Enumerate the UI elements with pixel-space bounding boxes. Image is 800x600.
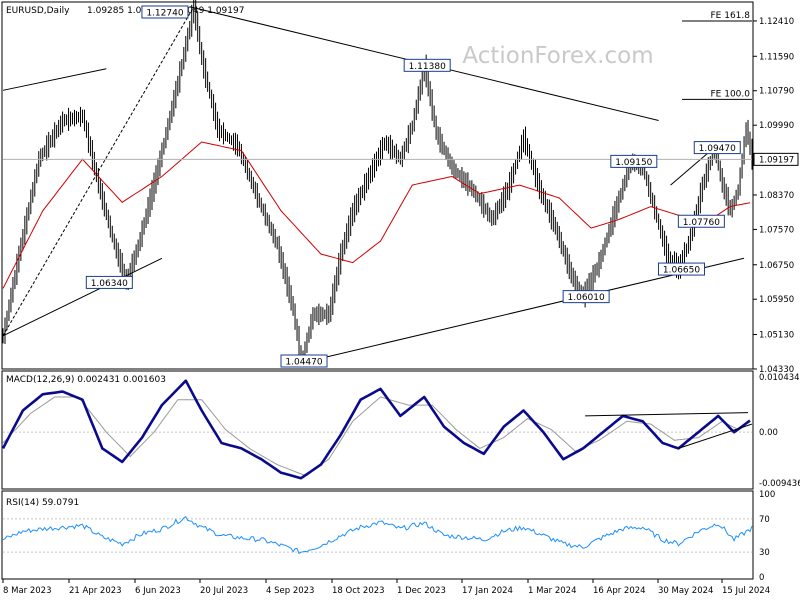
- price-label-box: [657, 262, 705, 276]
- price-tick-label: 1.05130: [759, 331, 794, 341]
- x-tick-label: 30 May 2024: [658, 586, 713, 596]
- watermark: ActionForex.com: [462, 43, 653, 69]
- price-label: 1.12740: [146, 9, 183, 19]
- macd-trendline: [678, 423, 753, 449]
- x-tick-label: 21 Apr 2023: [69, 586, 122, 596]
- macd-panel-frame: [1, 370, 754, 490]
- price-tick-label: 1.04330: [759, 365, 794, 375]
- x-tick-label: 4 Sep 2023: [266, 586, 314, 596]
- price-tick-label: 1.11590: [759, 52, 794, 62]
- price-trendline: [2, 6, 195, 337]
- x-tick-label: 6 Jun 2023: [135, 586, 181, 596]
- price-label-box: [141, 5, 189, 19]
- price-label-box: [610, 154, 658, 168]
- price-tick-label: 1.09197: [759, 155, 794, 165]
- rsi-tick-label: 70: [759, 515, 770, 525]
- price-tick-label: 1.12410: [759, 17, 794, 27]
- rsi-tick-label: 30: [759, 548, 770, 558]
- x-tick-label: 1 Dec 2023: [397, 586, 446, 596]
- current-price-box: [753, 152, 799, 166]
- x-tick-label: 8 Mar 2023: [3, 586, 51, 596]
- x-tick-label: 17 Jan 2024: [462, 586, 513, 596]
- price-label-box: [403, 58, 451, 72]
- macd-tick-label: 0.00: [759, 428, 778, 438]
- price-tick-label: 1.05950: [759, 295, 794, 305]
- macd-tick-label: -0.009436: [759, 479, 800, 489]
- price-label: 1.06010: [568, 293, 605, 303]
- price-label-box: [280, 354, 328, 368]
- price-label-box: [85, 275, 133, 289]
- price-label-box: [693, 141, 741, 155]
- fib-level-label: FE 161.8: [711, 11, 751, 21]
- price-tick-label: 1.10790: [759, 87, 794, 97]
- rsi-tick-label: 100: [759, 490, 775, 500]
- x-tick-label: 18 Oct 2023: [332, 586, 385, 596]
- price-tick-label: 1.08370: [759, 191, 794, 201]
- x-tick-label: 15 Jul 2024: [722, 586, 770, 596]
- price-label: 1.06340: [91, 279, 128, 289]
- x-tick-label: 20 Jul 2023: [200, 586, 248, 596]
- price-label: 1.04470: [285, 358, 322, 368]
- macd-line: [1, 379, 751, 480]
- macd-trendline: [585, 412, 749, 417]
- rsi-title: RSI(14) 59.0791: [6, 498, 79, 508]
- rsi-line: [2, 516, 753, 555]
- price-label-box: [562, 290, 610, 304]
- rsi-tick-label: 0: [759, 573, 764, 583]
- price-header-symbol: EURUSD,Daily: [6, 6, 70, 16]
- rsi-panel-frame: [1, 490, 754, 580]
- macd-signal-line: [2, 396, 751, 477]
- price-tick-label: 1.06750: [759, 261, 794, 271]
- price-tick-label: 1.09990: [759, 121, 794, 131]
- price-trendline: [300, 257, 745, 364]
- moving-average-line: [2, 141, 751, 289]
- price-trendline: [2, 257, 163, 337]
- x-tick-label: 16 Apr 2024: [593, 586, 646, 596]
- fib-level-label: FE 100.0: [711, 89, 751, 99]
- price-label: 1.11380: [409, 62, 446, 72]
- price-panel-frame: [1, 1, 754, 370]
- price-label: 1.09470: [699, 144, 736, 154]
- price-tick-label: 1.07570: [759, 225, 794, 235]
- x-tick-label: 1 Mar 2024: [528, 586, 576, 596]
- price-label: 1.06650: [663, 266, 700, 276]
- macd-title: MACD(12,26,9) 0.002431 0.001603: [6, 375, 166, 385]
- macd-tick-label: 0.010434: [759, 373, 800, 383]
- price-label: 1.07760: [683, 218, 720, 228]
- price-label-box: [677, 214, 725, 228]
- price-label: 1.09150: [615, 158, 652, 168]
- price-trendline: [2, 68, 107, 91]
